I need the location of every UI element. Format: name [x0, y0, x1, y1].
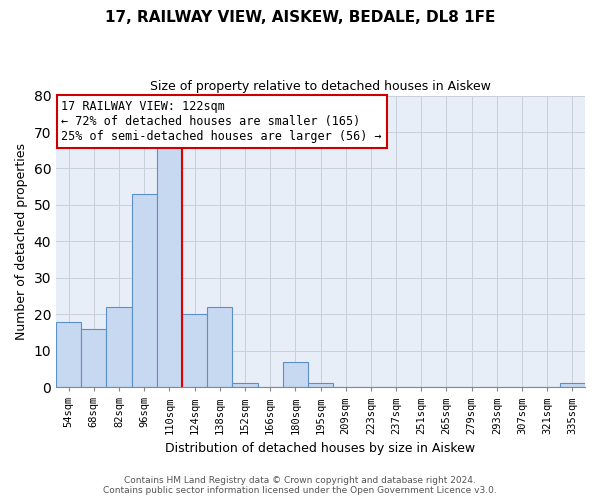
- X-axis label: Distribution of detached houses by size in Aiskew: Distribution of detached houses by size …: [166, 442, 476, 455]
- Bar: [308, 384, 333, 387]
- Bar: [56, 322, 81, 387]
- Bar: [283, 362, 308, 387]
- Bar: [182, 314, 207, 387]
- Bar: [157, 143, 182, 387]
- Bar: [81, 329, 106, 387]
- Bar: [131, 194, 157, 387]
- Title: Size of property relative to detached houses in Aiskew: Size of property relative to detached ho…: [150, 80, 491, 93]
- Y-axis label: Number of detached properties: Number of detached properties: [15, 143, 28, 340]
- Text: Contains HM Land Registry data © Crown copyright and database right 2024.
Contai: Contains HM Land Registry data © Crown c…: [103, 476, 497, 495]
- Bar: [106, 307, 131, 387]
- Bar: [560, 384, 585, 387]
- Text: 17 RAILWAY VIEW: 122sqm
← 72% of detached houses are smaller (165)
25% of semi-d: 17 RAILWAY VIEW: 122sqm ← 72% of detache…: [61, 100, 382, 143]
- Bar: [207, 307, 232, 387]
- Text: 17, RAILWAY VIEW, AISKEW, BEDALE, DL8 1FE: 17, RAILWAY VIEW, AISKEW, BEDALE, DL8 1F…: [105, 10, 495, 25]
- Bar: [232, 384, 257, 387]
